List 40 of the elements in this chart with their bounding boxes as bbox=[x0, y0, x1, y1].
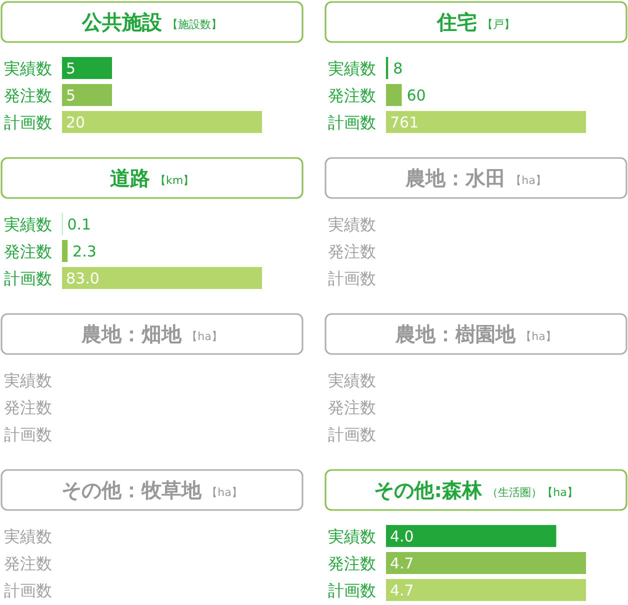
data-label: 60 bbox=[406, 86, 426, 104]
chart-title: その他:森林 bbox=[374, 478, 484, 502]
text: 農地：樹園地 bbox=[394, 322, 517, 346]
data-label: 5 bbox=[66, 86, 76, 104]
y-tick-label: 計画数 bbox=[328, 581, 376, 600]
data-label: 2.3 bbox=[72, 242, 96, 260]
y-tick-label: 発注数 bbox=[328, 554, 376, 573]
chart-title: 住宅 bbox=[436, 10, 477, 34]
text: 【ha】 bbox=[520, 330, 556, 343]
text: 【ha】 bbox=[206, 486, 242, 499]
data-label: 4.0 bbox=[390, 528, 414, 546]
chart-title: 道路 bbox=[110, 166, 150, 190]
y-tick-label: 計画数 bbox=[4, 113, 52, 132]
chart-subtitle: 【戸】 bbox=[482, 18, 515, 31]
y-tick-label: 計画数 bbox=[328, 113, 376, 132]
data-label: 761 bbox=[390, 114, 419, 132]
data-label: 83.0 bbox=[66, 270, 100, 288]
data-label: 4.7 bbox=[390, 582, 414, 600]
chart-subtitle: 【施設数】 bbox=[167, 18, 222, 31]
y-tick-label: 発注数 bbox=[328, 86, 376, 105]
chart-title: 公共施設 bbox=[81, 10, 163, 34]
y-tick-label: 実績数 bbox=[4, 59, 52, 78]
text: 農地：水田 bbox=[404, 166, 506, 190]
data-label: 5 bbox=[66, 60, 76, 78]
y-tick-label: 発注数 bbox=[4, 242, 52, 261]
y-tick-label: 実績数 bbox=[328, 59, 376, 78]
chart-subtitle: 【km】 bbox=[154, 174, 194, 187]
y-tick-label: 実績数 bbox=[328, 527, 376, 546]
data-label: 4.7 bbox=[390, 554, 414, 572]
data-label: 0.1 bbox=[67, 216, 92, 234]
chart-subtitle: （生活圏）【ha】 bbox=[487, 486, 578, 499]
data-label: 20 bbox=[66, 114, 86, 132]
data-label: 8 bbox=[393, 60, 403, 78]
text: 【ha】 bbox=[510, 174, 546, 187]
y-tick-label: 発注数 bbox=[4, 86, 52, 105]
text: 【ha】 bbox=[186, 330, 222, 343]
text: その他：牧草地 bbox=[62, 478, 203, 502]
y-tick-label: 実績数 bbox=[4, 215, 52, 234]
text: 農地：畑地 bbox=[80, 322, 183, 346]
y-tick-label: 計画数 bbox=[4, 269, 52, 288]
